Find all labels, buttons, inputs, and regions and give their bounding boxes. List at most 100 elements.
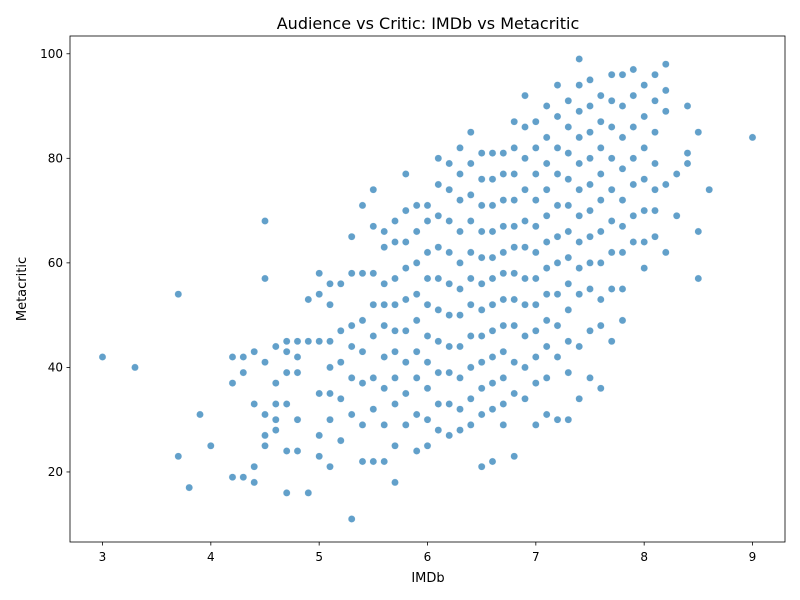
data-point (531, 379, 540, 387)
data-point (586, 374, 594, 382)
data-point (412, 374, 421, 382)
data-point (607, 154, 616, 163)
data-point (542, 374, 551, 382)
data-point (131, 363, 139, 372)
data-point (445, 431, 454, 440)
data-point (423, 332, 432, 340)
data-point (391, 347, 399, 356)
data-point (228, 353, 237, 361)
data-point (531, 248, 540, 257)
data-point (661, 60, 670, 69)
chart-title: Audience vs Critic: IMDb vs Metacritic (277, 14, 580, 33)
data-point (358, 201, 367, 210)
data-point (412, 410, 421, 419)
data-point (282, 368, 291, 377)
data-point (596, 259, 605, 267)
data-point (456, 405, 464, 414)
data-point (488, 457, 497, 466)
data-point (564, 201, 573, 210)
data-point (672, 211, 681, 220)
data-point (618, 285, 627, 293)
data-point (466, 274, 475, 283)
data-point (661, 86, 670, 95)
data-point (271, 426, 280, 434)
data-point (477, 149, 486, 157)
data-point (391, 274, 399, 283)
data-point (531, 222, 540, 231)
data-point (510, 321, 519, 330)
data-point (586, 259, 594, 267)
data-point (304, 489, 313, 497)
data-point (477, 175, 486, 184)
data-point (434, 274, 443, 283)
data-point (196, 410, 204, 419)
data-point (564, 175, 573, 184)
data-point (347, 232, 356, 241)
data-point (261, 431, 269, 440)
data-point (369, 332, 378, 340)
data-point (651, 96, 659, 105)
data-point (488, 227, 497, 236)
data-point (185, 483, 194, 492)
data-point (358, 421, 367, 429)
data-point (293, 447, 302, 455)
data-point (640, 81, 649, 89)
data-point (391, 238, 399, 246)
data-point (510, 389, 519, 398)
data-point (391, 300, 399, 309)
data-point (596, 170, 605, 178)
data-point (531, 421, 540, 429)
data-point (271, 415, 280, 424)
x-axis-label: IMDb (411, 571, 444, 586)
data-point (586, 232, 594, 241)
data-point (510, 452, 519, 461)
x-tick-label: 9 (749, 550, 757, 564)
data-point (391, 326, 399, 335)
data-point (412, 347, 421, 356)
data-point (531, 117, 540, 126)
data-point (607, 248, 616, 257)
data-point (358, 379, 367, 387)
data-point (521, 91, 529, 100)
data-point (228, 379, 237, 387)
data-point (607, 123, 616, 131)
data-point (401, 358, 410, 367)
data-point (531, 196, 540, 204)
data-point (293, 337, 302, 346)
data-point (564, 253, 573, 262)
data-point (304, 337, 313, 346)
data-point (326, 337, 334, 346)
data-point (412, 447, 421, 455)
data-point (596, 144, 605, 152)
data-point (488, 175, 497, 184)
data-point (261, 217, 269, 225)
data-point (499, 321, 508, 330)
data-points (98, 55, 757, 523)
data-point (261, 274, 269, 283)
data-point (401, 264, 410, 272)
data-point (434, 426, 443, 434)
y-tick-label: 40 (48, 360, 63, 374)
data-point (369, 405, 378, 414)
data-point (358, 269, 367, 278)
y-axis-label: Metacritic (15, 257, 30, 321)
data-point (336, 326, 345, 335)
data-point (466, 363, 475, 372)
data-point (488, 253, 497, 262)
data-point (510, 358, 519, 367)
data-point (456, 259, 464, 267)
data-point (239, 473, 248, 482)
data-point (336, 394, 345, 403)
data-point (358, 457, 367, 466)
data-point (575, 107, 584, 116)
data-point (607, 185, 616, 194)
data-point (412, 227, 421, 236)
data-point (401, 295, 410, 304)
data-point (477, 462, 486, 471)
data-point (466, 191, 475, 199)
data-point (575, 342, 584, 351)
data-point (618, 222, 627, 231)
data-point (531, 300, 540, 309)
data-point (412, 259, 421, 267)
